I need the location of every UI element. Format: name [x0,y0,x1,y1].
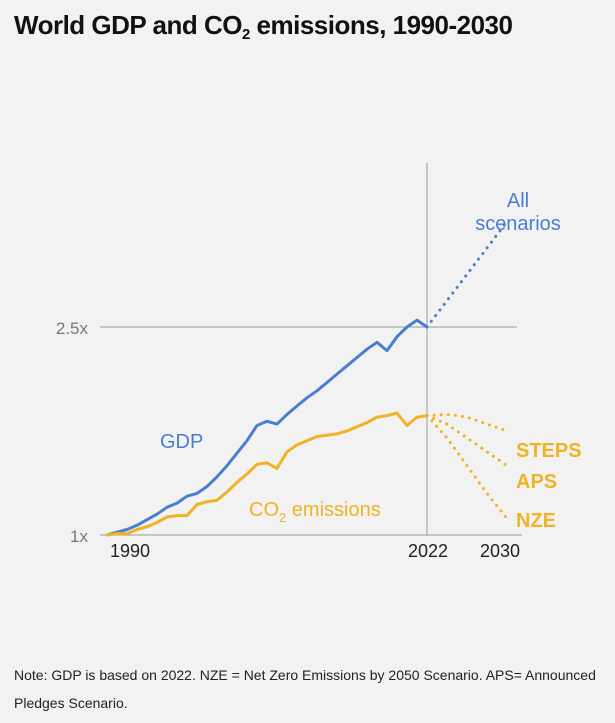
x-tick-label: 2022 [408,541,448,561]
gdp-series-label: GDP [160,431,203,453]
axes-layer [100,163,522,536]
labels-layer: 2.5x 1x 1990 2022 2030 GDP CO2 emissions… [56,190,582,561]
y-tick-label: 2.5x [56,319,89,338]
series-line-co2-emissions [105,411,429,537]
co2-series-label: CO2 emissions [249,499,381,525]
all-scenarios-label: scenarios [475,213,561,235]
chart-note: Note: GDP is based on 2022. NZE = Net Ze… [14,667,596,711]
chart-title: World GDP and CO2 emissions, 1990-2030 [14,10,513,43]
aps-label: APS [516,471,557,493]
x-tick-label: 2030 [480,541,520,561]
nze-label: NZE [516,510,556,532]
chart-canvas: 2.5x 1x 1990 2022 2030 GDP CO2 emissions… [56,163,582,561]
series-line-steps [425,412,509,433]
y-tick-label: 1x [70,527,88,546]
series-line-gdp [105,318,429,537]
steps-label: STEPS [516,440,582,462]
title-prefix: World GDP and CO [14,10,242,40]
series-line-nze [425,414,509,520]
co2-label-sub: 2 [279,510,286,525]
x-tick-label: 1990 [110,541,150,561]
title-subscript: 2 [241,26,250,43]
title-suffix: emissions, 1990-2030 [249,10,513,40]
co2-label-suffix: emissions [286,499,380,521]
series-line-gdp-all-scenarios [425,220,509,329]
series-layer [105,220,509,537]
all-scenarios-label: All [507,190,529,212]
co2-label-prefix: CO [249,499,279,521]
series-line-aps [425,414,509,468]
